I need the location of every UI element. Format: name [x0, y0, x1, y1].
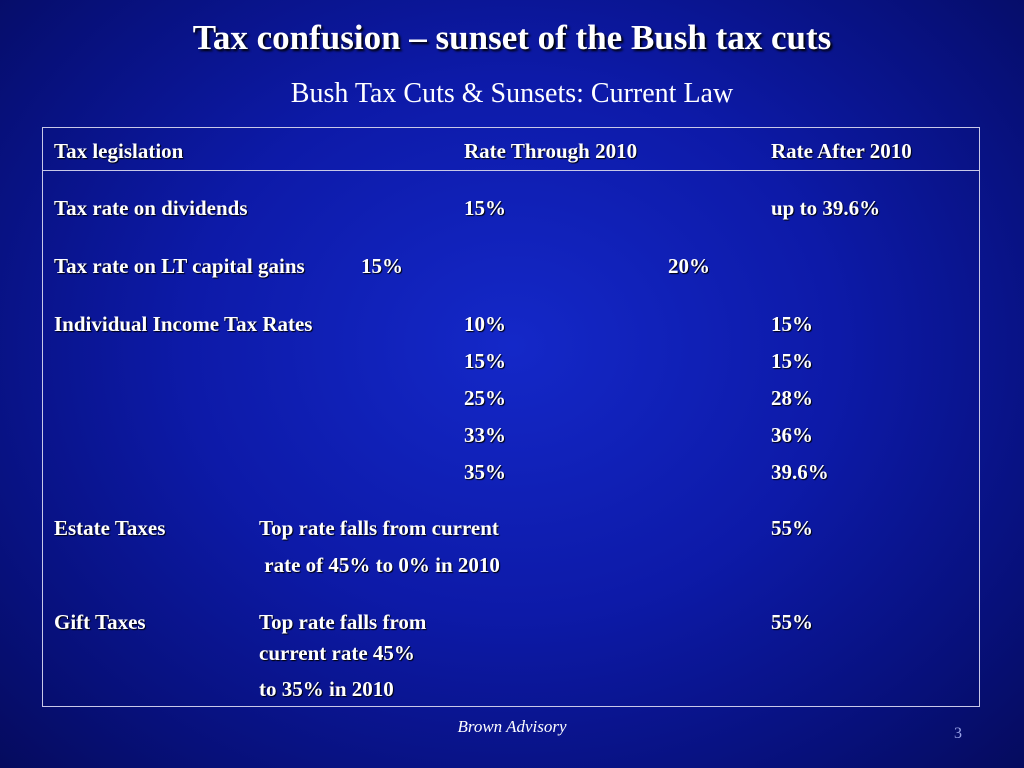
- dividends-through-rate: 15%: [464, 196, 506, 220]
- dividends-after-rate: up to 39.6%: [771, 196, 881, 220]
- income-through-rate: 35%: [464, 460, 506, 484]
- estate-after-rate: 55%: [771, 516, 813, 540]
- slide-subtitle: Bush Tax Cuts & Sunsets: Current Law: [290, 78, 734, 109]
- income-label: Individual Income Tax Rates: [54, 312, 313, 336]
- page-number: 3: [954, 725, 962, 742]
- tax-table: Tax legislation Rate Through 2010 Rate A…: [42, 127, 980, 707]
- gift-description-line1: Top rate falls from: [259, 610, 427, 634]
- slide-title: Tax confusion – sunset of the Bush tax c…: [192, 18, 832, 57]
- income-through-rate: 15%: [464, 349, 506, 373]
- dividends-label: Tax rate on dividends: [54, 196, 248, 220]
- gift-description-line3: to 35% in 2010: [259, 677, 394, 701]
- capital-gains-through-rate: 15%: [361, 254, 403, 278]
- income-after-rate: 15%: [771, 349, 813, 373]
- header-divider: [43, 170, 979, 171]
- estate-description-line2: rate of 45% to 0% in 2010: [259, 553, 500, 577]
- income-through-rate: 10%: [464, 312, 506, 336]
- income-through-rate: 33%: [464, 423, 506, 447]
- income-after-rate: 39.6%: [771, 460, 829, 484]
- estate-description-line1: Top rate falls from current: [259, 516, 499, 540]
- capital-gains-after-rate: 20%: [668, 254, 710, 278]
- income-after-rate: 28%: [771, 386, 813, 410]
- estate-label: Estate Taxes: [54, 516, 166, 540]
- footer-company: Brown Advisory: [457, 717, 567, 736]
- header-rate-after-2010: Rate After 2010: [771, 139, 912, 163]
- header-tax-legislation: Tax legislation: [54, 139, 184, 163]
- income-after-rate: 15%: [771, 312, 813, 336]
- income-through-rate: 25%: [464, 386, 506, 410]
- header-rate-through-2010: Rate Through 2010: [464, 139, 638, 163]
- income-after-rate: 36%: [771, 423, 813, 447]
- gift-after-rate: 55%: [771, 610, 813, 634]
- capital-gains-label: Tax rate on LT capital gains: [54, 254, 305, 278]
- gift-description-line2: current rate 45%: [259, 641, 415, 665]
- gift-label: Gift Taxes: [54, 610, 146, 634]
